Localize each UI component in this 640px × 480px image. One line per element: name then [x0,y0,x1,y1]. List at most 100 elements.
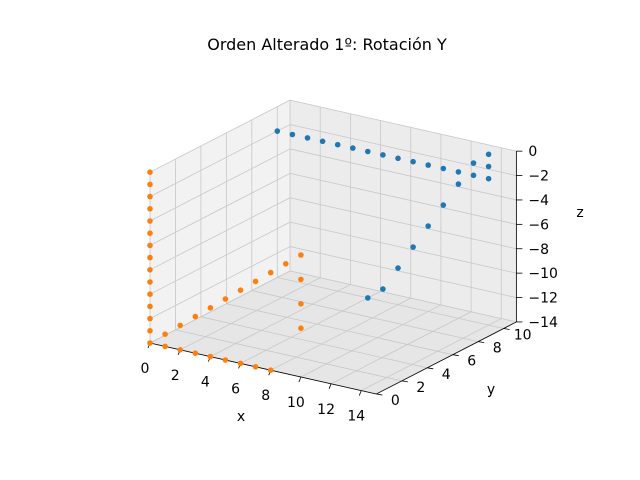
data-point-series-2 [147,254,153,261]
x-tick-label: 8 [261,388,270,404]
data-point-series-1 [395,265,401,271]
grid-line-x-floor [361,318,502,391]
data-point-series-2 [162,331,168,338]
data-point-series-1 [455,169,462,175]
x-tick-label: 2 [171,368,180,384]
grid-line-z-back [289,172,517,225]
data-point-series-2 [298,276,304,283]
grid-line-x-floor [179,277,321,351]
data-point-series-2 [237,360,244,367]
grid-line-z-left [149,221,291,295]
data-point-series-1 [470,160,477,166]
x-tick-label: 4 [201,375,210,391]
grid-line-y-floor [277,277,504,329]
z-tick-label: 0 [528,144,537,160]
y-tick-mark [503,328,510,330]
data-point-series-2 [283,261,289,267]
data-point-series-1 [410,244,416,250]
y-tick-label: 10 [514,328,532,344]
data-point-series-2 [147,267,153,273]
data-point-series-1 [425,162,432,168]
grid-line-z-back [289,148,517,201]
grid-line-z-left [149,99,291,173]
grid-line-y-floor [226,303,453,356]
data-point-series-1 [395,155,401,162]
data-point-series-2 [207,353,214,360]
grid-line-z-left [149,197,291,271]
y-tick-label: 4 [442,367,451,383]
y-tick-mark [401,380,408,383]
z-tick-label: −6 [528,217,549,233]
data-point-series-2 [147,303,153,310]
data-point-series-2 [147,193,153,200]
data-point-series-1 [319,138,326,145]
data-point-series-1 [380,286,386,292]
data-point-series-1 [365,295,371,301]
data-point-series-2 [298,301,304,307]
z-tick-label: −8 [528,242,549,258]
grid-line-z-left [149,270,291,344]
grid-line-x-floor [270,297,411,371]
y-tick-mark [376,393,383,396]
data-point-series-2 [147,169,153,175]
y-tick-mark [452,354,459,357]
data-point-series-1 [440,165,447,172]
data-point-series-2 [252,364,259,370]
data-point-series-2 [147,206,153,212]
data-point-series-1 [289,131,296,138]
x-tick-label: 12 [317,402,335,418]
y-tick-mark [478,341,485,343]
x-axis-label: x [237,409,245,425]
data-point-series-2 [147,279,153,285]
data-point-series-2 [162,343,168,350]
y-tick-label: 0 [391,393,400,409]
data-point-series-2 [147,340,153,346]
grid-line-x-floor [240,290,381,364]
data-point-series-2 [298,252,304,258]
data-point-series-2 [192,350,199,357]
grid-line-y-floor [175,329,402,382]
x-tick-label: 10 [287,395,305,411]
grid-line-z-back [289,221,517,274]
grid-line-z-left [149,246,291,319]
data-point-series-1 [304,135,311,141]
data-points [147,128,492,374]
grid-line-z-back [289,99,517,152]
grid-line-z-back [289,270,517,323]
data-point-series-2 [222,357,229,363]
data-point-series-2 [147,230,153,236]
data-point-series-1 [410,158,416,165]
z-tick-label: −14 [528,315,558,331]
y-tick-label: 6 [467,354,476,370]
x-tick-label: 14 [347,409,365,425]
data-point-series-2 [147,315,153,322]
grid-line-z-back [289,246,517,298]
grid-line-x-floor [300,304,442,378]
data-point-series-2 [192,313,199,320]
data-point-series-1 [274,128,281,134]
y-tick-mark [427,367,434,370]
x-axis-line [149,342,377,395]
data-point-series-1 [440,202,447,208]
z-tick-label: −12 [528,291,558,307]
data-point-series-1 [365,148,371,155]
data-point-series-1 [485,163,492,170]
data-point-series-1 [350,145,356,151]
data-point-series-2 [237,287,244,294]
data-point-series-2 [298,325,304,332]
data-point-series-2 [252,278,259,285]
grid-line-x-floor [330,311,472,385]
data-point-series-1 [485,151,492,158]
data-point-series-1 [380,152,386,158]
data-point-series-1 [470,172,477,179]
y-axis-line [376,321,517,395]
y-axis-label: y [487,382,495,398]
y-tick-label: 8 [493,341,502,357]
z-tick-label: −4 [528,193,549,209]
x-tick-mark [358,390,362,396]
data-point-series-2 [177,347,183,353]
grid-line-x-floor [210,284,351,357]
x-tick-mark [328,383,332,389]
data-point-series-2 [147,242,153,249]
